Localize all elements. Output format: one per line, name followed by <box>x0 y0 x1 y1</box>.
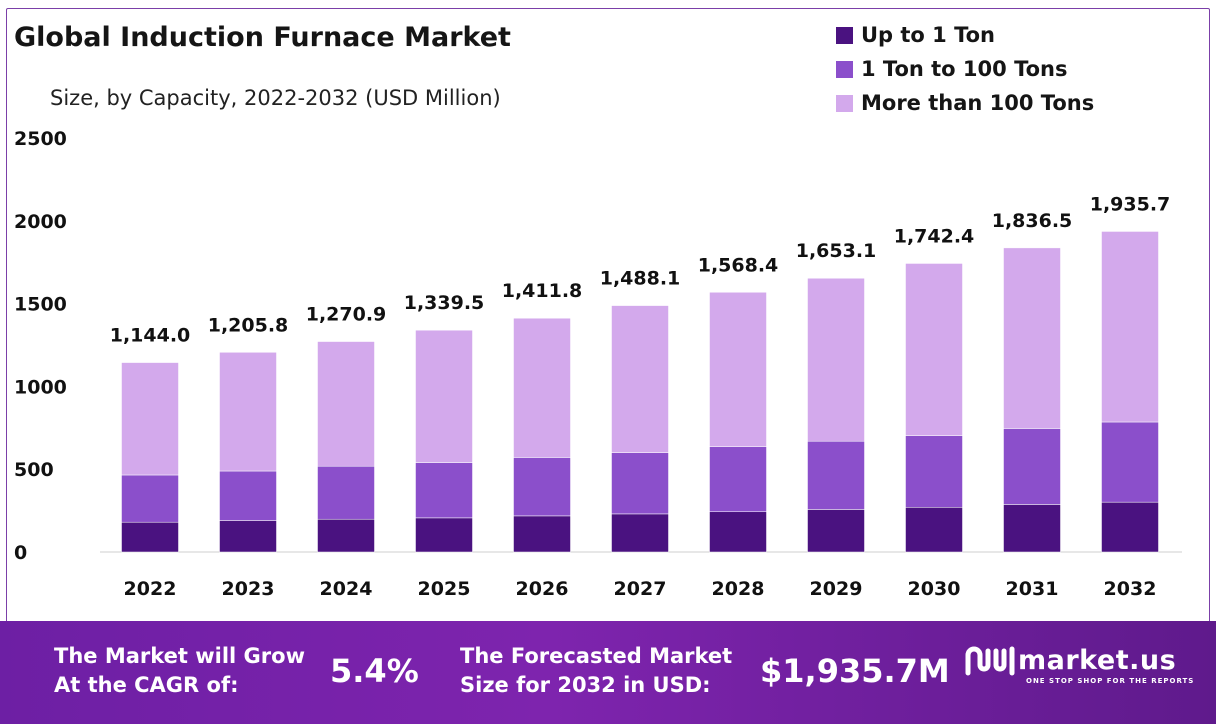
bar-segment-up-to-1-ton-2025 <box>415 517 473 553</box>
cagr-label: The Market will Grow At the CAGR of: <box>54 642 305 700</box>
stacked-bar-chart: 0 500 1000 1500 2000 2500 1,144.0 2022 1,205.8 20… <box>14 128 1182 600</box>
legend-label-1-to-100-tons: 1 Ton to 100 Tons <box>861 57 1068 81</box>
bar-segment-more-than-100-tons-2028 <box>709 292 767 447</box>
bar-segment-up-to-1-ton-2032 <box>1101 501 1159 553</box>
bar-segment-more-than-100-tons-2031 <box>1003 247 1061 429</box>
legend-swatch-up-to-1-ton <box>836 26 853 44</box>
bar-segment-more-than-100-tons-2030 <box>905 263 963 436</box>
x-tick-label-2028: 2028 <box>712 578 765 600</box>
legend-item-up-to-1-ton: Up to 1 Ton <box>836 18 1094 52</box>
y-tick-label: 0 <box>14 542 27 564</box>
bar-segment-more-than-100-tons-2024 <box>317 341 375 467</box>
bar-segment-1-ton-to-100-tons-2025 <box>415 462 473 519</box>
bar-segment-up-to-1-ton-2024 <box>317 518 375 553</box>
legend: Up to 1 Ton 1 Ton to 100 Tons More than … <box>836 18 1094 120</box>
cagr-label-line1: The Market will Grow <box>54 644 305 668</box>
bar-total-label-2023: 1,205.8 <box>208 314 289 336</box>
bar-segment-1-ton-to-100-tons-2026 <box>513 457 571 517</box>
market-us-logo-icon <box>965 646 1015 676</box>
forecast-label: The Forecasted Market Size for 2032 in U… <box>460 642 732 700</box>
legend-swatch-more-than-100-tons <box>836 94 853 112</box>
bar-segment-up-to-1-ton-2027 <box>611 513 669 553</box>
chart-subtitle: Size, by Capacity, 2022-2032 (USD Millio… <box>50 86 501 110</box>
bar-segment-1-ton-to-100-tons-2031 <box>1003 428 1061 505</box>
bar-segment-up-to-1-ton-2031 <box>1003 504 1061 553</box>
bar-total-label-2031: 1,836.5 <box>992 210 1073 232</box>
bar-segment-more-than-100-tons-2025 <box>415 329 473 463</box>
brand-name: market.us <box>1018 644 1177 676</box>
bar-total-label-2028: 1,568.4 <box>698 254 779 276</box>
chart-title: Global Induction Furnace Market <box>14 22 511 53</box>
y-tick-label: 2500 <box>14 128 67 150</box>
bar-segment-more-than-100-tons-2023 <box>219 352 277 472</box>
x-tick-label-2029: 2029 <box>810 578 863 600</box>
legend-label-up-to-1-ton: Up to 1 Ton <box>861 23 996 47</box>
x-tick-label-2032: 2032 <box>1104 578 1157 600</box>
bar-total-label-2022: 1,144.0 <box>110 325 191 347</box>
bar-segment-up-to-1-ton-2029 <box>807 509 865 553</box>
bar-total-label-2026: 1,411.8 <box>502 280 583 302</box>
bar-segment-up-to-1-ton-2028 <box>709 511 767 553</box>
bar-segment-1-ton-to-100-tons-2024 <box>317 465 375 520</box>
bar-segment-1-ton-to-100-tons-2029 <box>807 440 865 510</box>
bar-segment-up-to-1-ton-2022 <box>121 521 179 553</box>
bar-segment-1-ton-to-100-tons-2032 <box>1101 421 1159 503</box>
legend-item-1-to-100-tons: 1 Ton to 100 Tons <box>836 52 1094 86</box>
bar-total-label-2030: 1,742.4 <box>894 225 975 247</box>
y-tick-label: 1500 <box>14 294 67 316</box>
bar-segment-1-ton-to-100-tons-2028 <box>709 446 767 513</box>
x-tick-label-2022: 2022 <box>124 578 177 600</box>
bar-segment-up-to-1-ton-2023 <box>219 520 277 553</box>
legend-item-more-than-100-tons: More than 100 Tons <box>836 86 1094 120</box>
cagr-value: 5.4% <box>330 652 419 690</box>
bar-segment-1-ton-to-100-tons-2022 <box>121 474 179 523</box>
bar-segment-more-than-100-tons-2022 <box>121 362 179 476</box>
x-tick-label-2023: 2023 <box>222 578 275 600</box>
bar-total-label-2024: 1,270.9 <box>306 304 387 326</box>
x-tick-label-2027: 2027 <box>614 578 667 600</box>
bar-total-label-2032: 1,935.7 <box>1090 193 1171 215</box>
forecast-value: $1,935.7M <box>760 652 950 690</box>
x-tick-label-2025: 2025 <box>418 578 471 600</box>
bar-segment-1-ton-to-100-tons-2027 <box>611 452 669 515</box>
bar-segment-more-than-100-tons-2027 <box>611 305 669 453</box>
brand-logo[interactable]: market.us <box>964 643 1176 677</box>
x-tick-label-2024: 2024 <box>320 578 373 600</box>
bar-segment-up-to-1-ton-2030 <box>905 507 963 553</box>
bar-segment-more-than-100-tons-2032 <box>1101 231 1159 423</box>
bar-segment-more-than-100-tons-2029 <box>807 277 865 442</box>
legend-swatch-1-to-100-tons <box>836 60 853 78</box>
forecast-label-line1: The Forecasted Market <box>460 644 733 668</box>
bar-total-label-2025: 1,339.5 <box>404 292 485 314</box>
cagr-label-line2: At the CAGR of: <box>54 673 239 697</box>
x-tick-label-2031: 2031 <box>1006 578 1059 600</box>
bar-segment-1-ton-to-100-tons-2030 <box>905 435 963 508</box>
y-tick-label: 500 <box>14 459 54 481</box>
bar-segment-more-than-100-tons-2026 <box>513 317 571 458</box>
y-tick-label: 1000 <box>14 376 67 398</box>
bar-total-label-2027: 1,488.1 <box>600 268 681 290</box>
bar-segment-up-to-1-ton-2026 <box>513 515 571 553</box>
legend-label-more-than-100-tons: More than 100 Tons <box>861 91 1095 115</box>
bar-segment-1-ton-to-100-tons-2023 <box>219 470 277 521</box>
footer-banner: The Market will Grow At the CAGR of: 5.4… <box>0 621 1216 724</box>
bar-total-label-2029: 1,653.1 <box>796 240 877 262</box>
brand-tagline: ONE STOP SHOP FOR THE REPORTS <box>1026 677 1195 685</box>
forecast-label-line2: Size for 2032 in USD: <box>460 673 711 697</box>
y-tick-label: 2000 <box>14 211 67 233</box>
x-tick-label-2026: 2026 <box>516 578 569 600</box>
x-tick-label-2030: 2030 <box>908 578 961 600</box>
